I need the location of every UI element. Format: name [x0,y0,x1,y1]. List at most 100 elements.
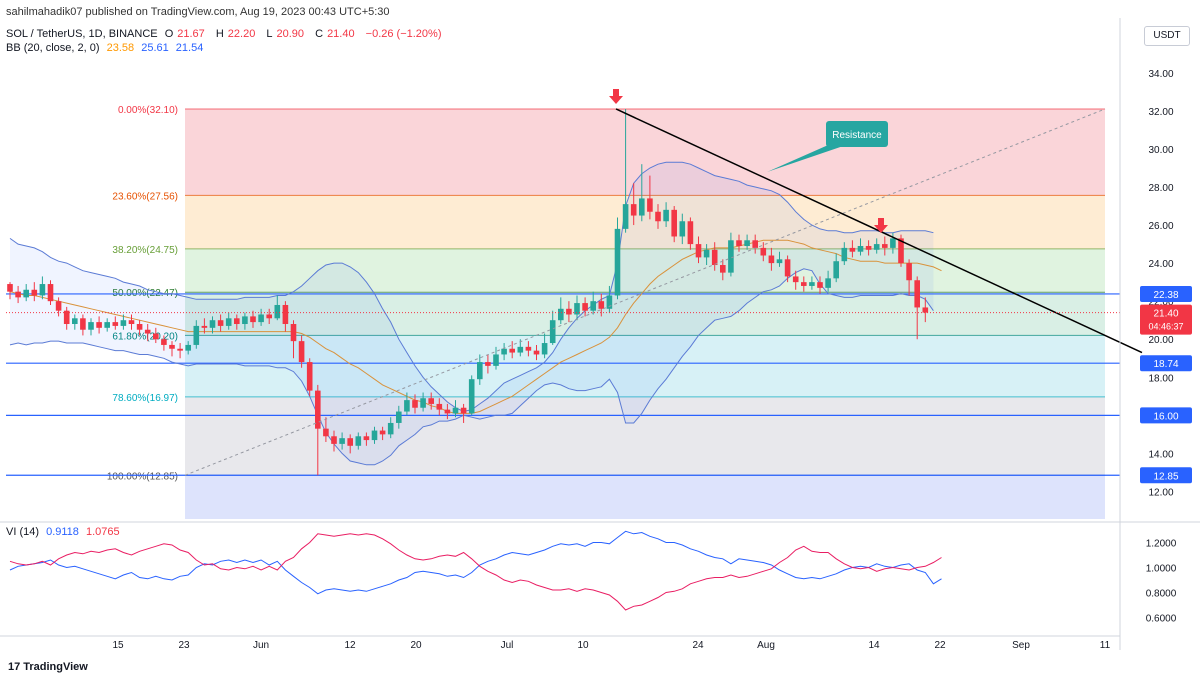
candle-body [258,314,264,323]
candle [404,392,410,416]
ohlc-high: H 22.20 [215,28,256,40]
vi-minus-value: 1.0765 [85,526,120,538]
candle-body [460,407,467,414]
candle [549,310,556,345]
candle-body [306,362,313,391]
time-tick-label: 11 [1100,640,1111,651]
bollinger-bands [9,161,942,466]
fib-level-label: 23.60%(27.56) [112,191,178,202]
candle-body [225,318,232,326]
candle-body [201,325,208,328]
candle-body [630,204,637,216]
ohlc-open: O 21.67 [164,28,205,40]
price-tick-label: 22.00 [1148,297,1173,308]
candle-body [355,436,362,446]
candle [331,430,337,452]
candle-body [865,245,872,250]
candle-body [250,316,256,323]
candle [128,314,135,330]
candle-body [282,304,289,325]
candle [865,240,872,256]
candle [47,280,54,305]
candle-body [760,247,767,256]
candle-body [412,400,418,408]
candle-body [88,322,94,330]
fib-zone [185,195,1105,249]
candle-body [517,346,524,353]
candle-body [234,318,240,325]
candle-body [72,318,78,325]
candle [39,276,46,300]
level-lines [6,293,1120,476]
candle [193,320,200,349]
candle-body [833,261,839,279]
candle [387,417,394,439]
price-label-text: 22.38 [1153,290,1178,301]
candle-body [922,307,929,313]
candle-body [436,403,443,410]
price-tick-label: 18.00 [1148,373,1173,384]
tradingview-mark-icon: 17 [8,661,21,673]
candle [436,398,443,416]
currency-button[interactable]: USDT [1144,26,1190,46]
candle-body [161,339,167,345]
candle-body [396,411,402,423]
candle-body [647,198,653,212]
time-tick-label: 15 [112,640,124,651]
candle [120,314,127,330]
candle-body [549,320,556,344]
candle-body [444,409,451,414]
candle-body [914,280,920,308]
price-label-box [1140,467,1192,484]
callout-pointer [767,142,855,172]
candle-body [96,322,102,328]
candle-body [501,348,507,355]
vi-label: VI (14) [6,526,40,538]
candle-body [792,276,799,283]
candle-body [169,344,175,349]
candle [882,236,888,256]
fib-level-label: 61.80%(20.20) [112,331,178,342]
candle [15,285,21,304]
candle [525,341,532,357]
candle-body [420,398,426,408]
vi-tick-label: 0.6000 [1146,614,1177,625]
candle-body [39,284,46,296]
candle-body [873,244,880,250]
candle [922,297,929,323]
price-tick-label: 14.00 [1148,449,1173,460]
candle-body [622,204,629,229]
resistance-trendline [615,108,1143,354]
price-label-text: 18.74 [1153,359,1178,370]
candle [825,270,831,292]
price-label-text: 12.85 [1153,471,1178,482]
candle-body [452,407,459,414]
candle-body [882,244,888,248]
axes: 12.00 14.00 16.00 18.00 20.00 22.00 24.00 26.00… [0,18,1200,651]
candle [315,384,321,476]
tradingview-logo[interactable]: 17 TradingView [8,661,88,673]
candle-body [525,346,532,351]
candle-body [679,221,686,237]
time-tick-label: 20 [410,640,422,651]
candle [444,403,451,420]
bb-basis-line [9,239,942,414]
candle-body [890,238,896,248]
candle-body [566,308,572,315]
fib-level-label: 78.60%(16.97) [112,393,178,404]
price-tick-label: 30.00 [1148,145,1173,156]
candle-body [817,282,823,288]
candle [96,316,102,334]
candle [509,341,515,359]
candle-body [598,301,605,309]
candle-body [477,362,483,380]
fib-zone [185,108,1105,196]
candle-body [541,343,548,355]
candle [355,432,362,450]
candle [234,314,240,330]
candle-body [120,320,127,326]
bb-lower-line [9,268,934,466]
vi-plus-value: 0.9118 [46,526,79,538]
time-tick-label: Aug [757,640,775,651]
